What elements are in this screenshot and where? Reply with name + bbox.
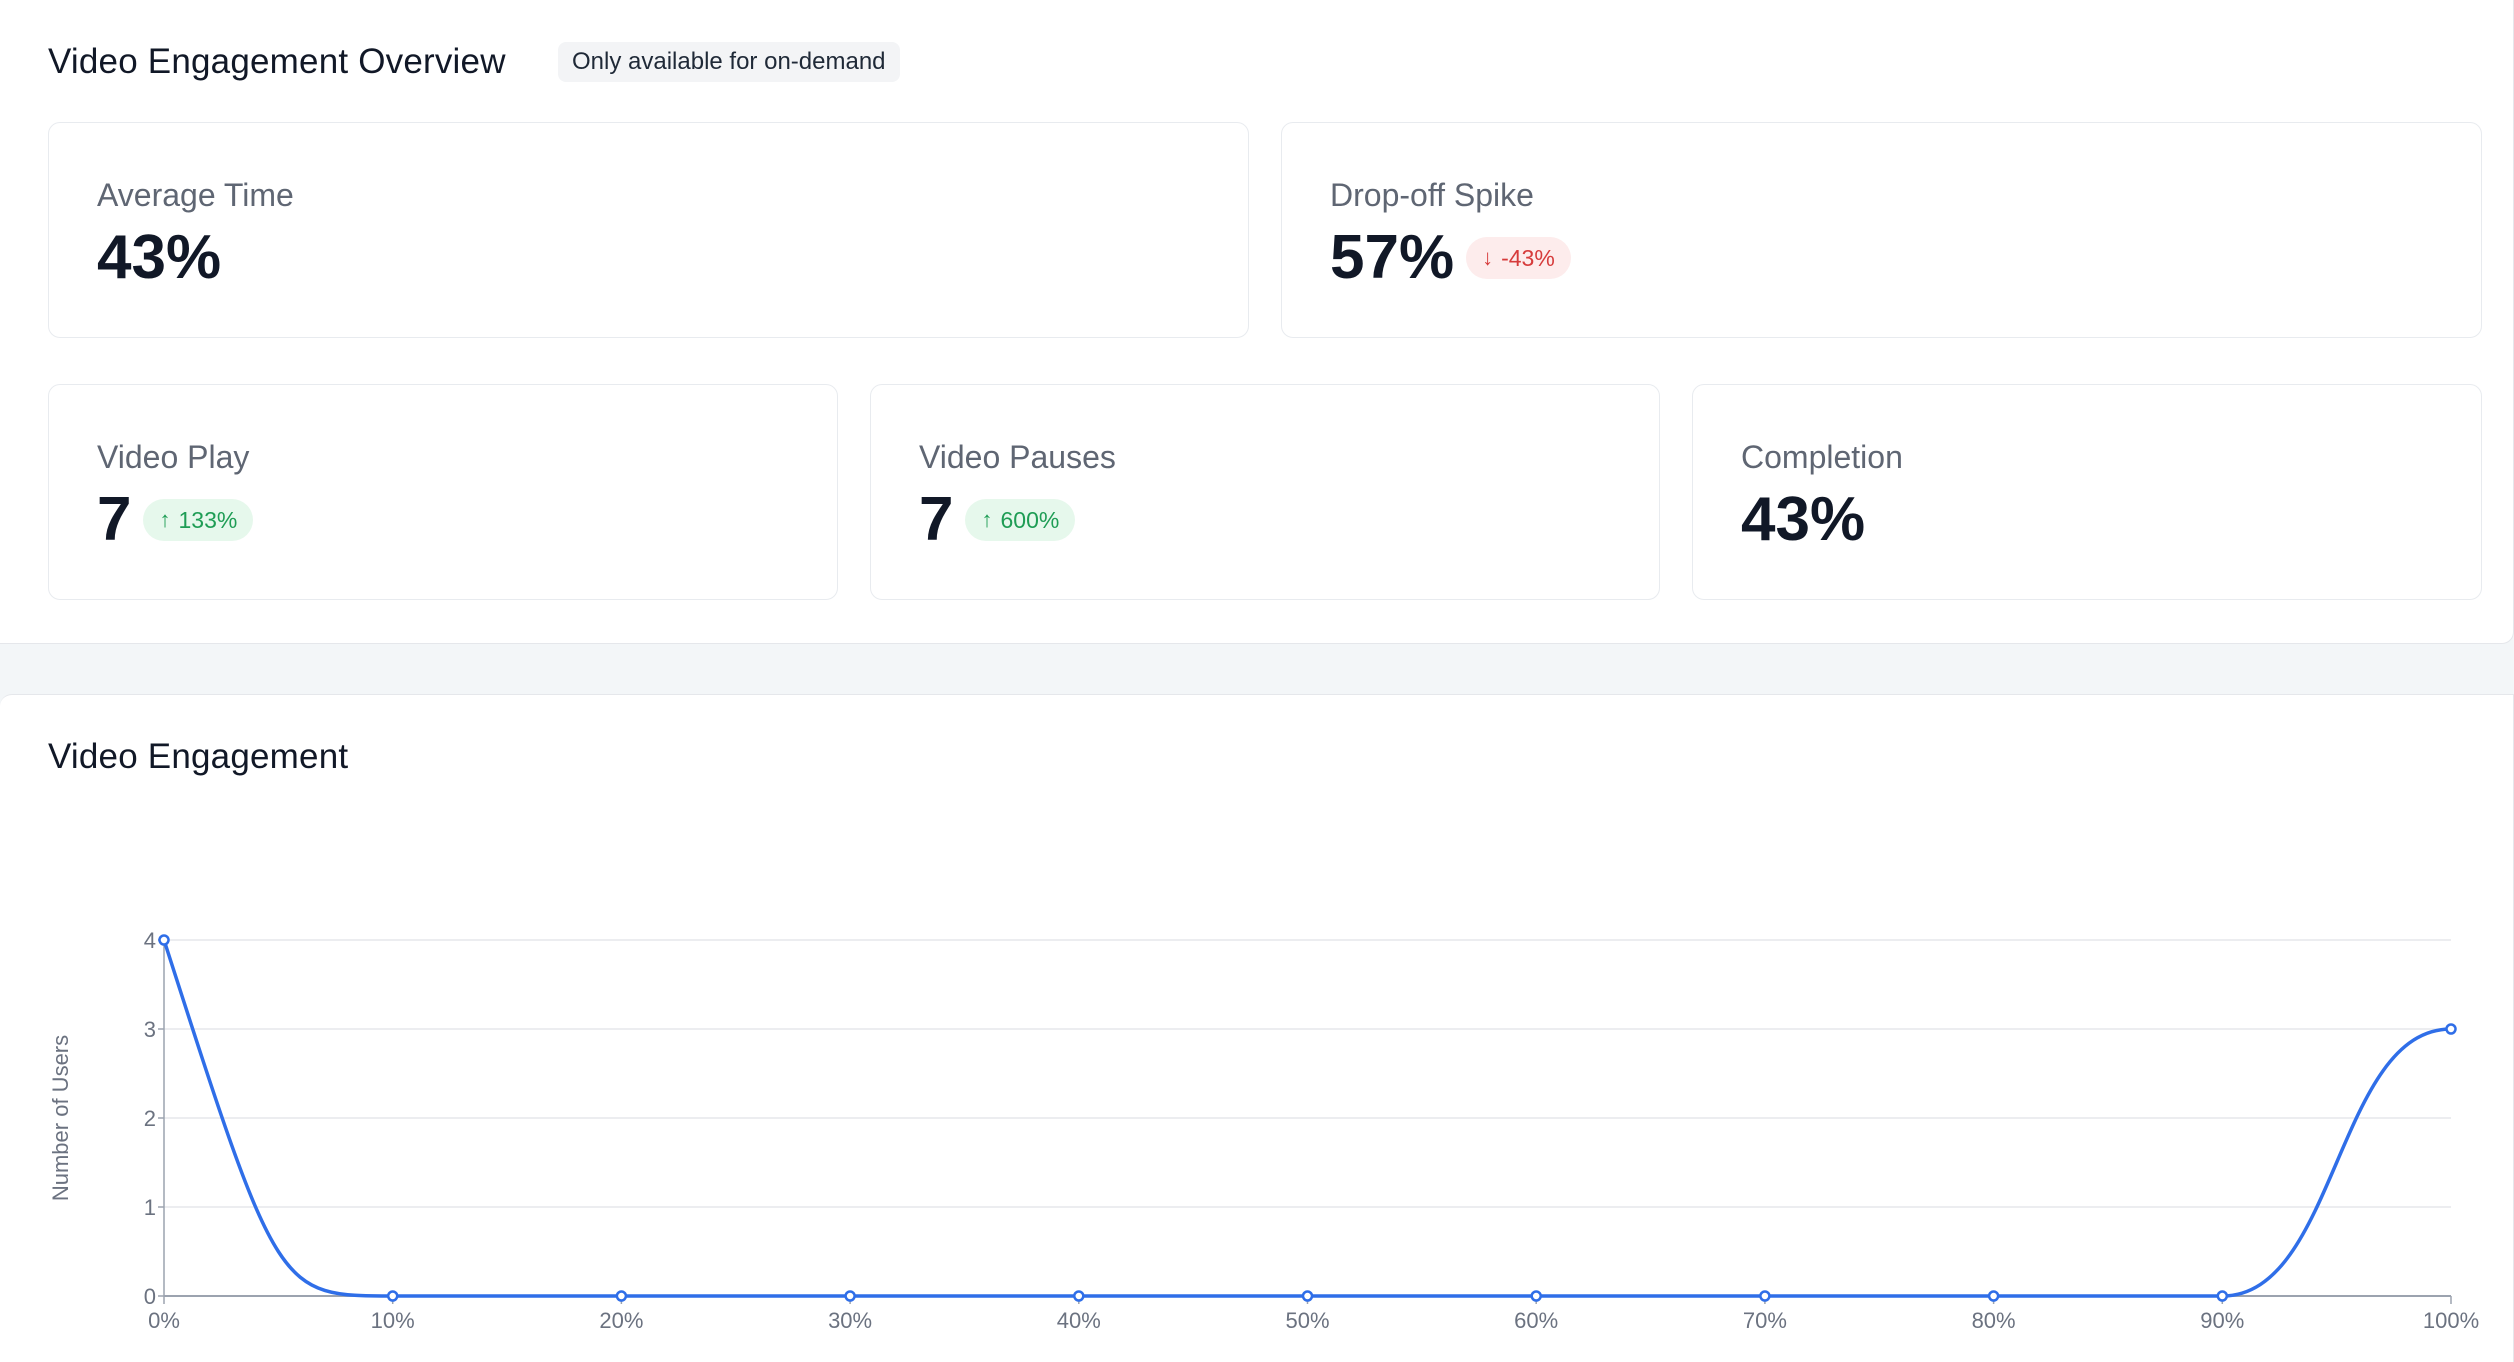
video-engagement-panel: Video Engagement 0 1 2 3 4 0% 10% 20% 30% 40% 50% 6…: [0, 694, 2514, 1362]
average-time-label: Average Time: [97, 177, 294, 213]
data-point: [2216, 1290, 2229, 1302]
data-point: [1987, 1290, 2000, 1302]
x-tick-label: 40%: [1057, 1308, 1101, 1333]
y-tick-label: 1: [144, 1195, 156, 1220]
x-tick-label: 30%: [828, 1308, 872, 1333]
data-point: [386, 1290, 399, 1302]
arrow-up-icon: ↑: [981, 507, 993, 532]
completion-card: Completion 43%: [1692, 384, 2482, 600]
data-point: [158, 934, 170, 946]
video-pauses-delta-value: 600%: [1000, 507, 1060, 533]
data-point: [1759, 1290, 1771, 1302]
data-point: [615, 1290, 628, 1302]
x-tick-label: 100%: [2423, 1308, 2479, 1333]
drop-off-spike-label: Drop-off Spike: [1330, 177, 1534, 213]
arrow-down-icon: ↓: [1482, 245, 1494, 270]
drop-off-spike-value: 57%: [1330, 223, 1455, 292]
on-demand-badge: Only available for on-demand: [558, 42, 900, 82]
average-time-card: Average Time 43%: [48, 122, 1249, 338]
data-point: [1301, 1290, 1314, 1302]
x-tick-label: 0%: [148, 1308, 180, 1333]
x-tick-label: 80%: [1972, 1308, 2016, 1333]
drop-off-delta-value: -43%: [1501, 245, 1555, 271]
video-pauses-delta-badge: ↑ 600%: [965, 499, 1076, 541]
overview-title: Video Engagement Overview: [48, 42, 506, 81]
overview-panel: Video Engagement Overview Only available…: [0, 0, 2514, 644]
video-play-card: Video Play 7 ↑ 133%: [48, 384, 838, 600]
arrow-up-icon: ↑: [159, 507, 171, 532]
drop-off-delta-badge: ↓ -43%: [1466, 237, 1571, 279]
video-play-value: 7: [97, 485, 132, 554]
x-tick-label: 60%: [1514, 1308, 1558, 1333]
y-tick-label: 4: [144, 928, 156, 953]
data-point: [2445, 1023, 2457, 1035]
video-pauses-value: 7: [919, 485, 954, 554]
y-axis-title: Number of Users: [48, 1035, 73, 1201]
video-play-delta-badge: ↑ 133%: [143, 499, 254, 541]
x-tick-label: 10%: [371, 1308, 415, 1333]
data-point: [1530, 1290, 1542, 1302]
completion-label: Completion: [1741, 439, 1903, 475]
average-time-value: 43%: [97, 223, 222, 292]
video-play-delta-value: 133%: [178, 507, 238, 533]
x-tick-label: 50%: [1285, 1308, 1329, 1333]
y-tick-label: 3: [144, 1017, 156, 1042]
video-pauses-label: Video Pauses: [919, 439, 1116, 475]
data-point: [1073, 1290, 1085, 1302]
completion-value: 43%: [1741, 485, 1866, 554]
video-pauses-card: Video Pauses 7 ↑ 600%: [870, 384, 1660, 600]
y-tick-label: 0: [144, 1284, 156, 1309]
video-play-label: Video Play: [97, 439, 250, 475]
y-tick-label: 2: [144, 1106, 156, 1131]
x-tick-label: 20%: [599, 1308, 643, 1333]
x-tick-label: 90%: [2200, 1308, 2244, 1333]
video-engagement-title: Video Engagement: [48, 737, 349, 776]
x-tick-label: 70%: [1743, 1308, 1787, 1333]
drop-off-spike-card: Drop-off Spike 57% ↓ -43%: [1281, 122, 2482, 338]
data-point: [844, 1290, 856, 1302]
